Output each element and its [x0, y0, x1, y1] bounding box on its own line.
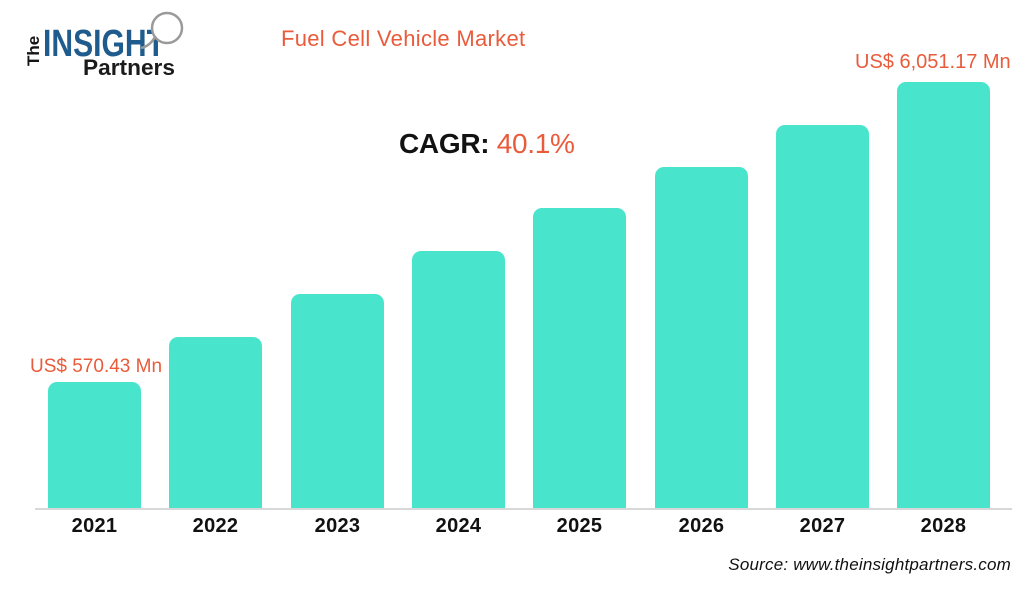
cagr-value: 40.1%: [496, 128, 575, 159]
bar-2021: [48, 382, 141, 510]
bar-2023: [291, 294, 384, 510]
logo-insight-text: INSIGHT: [43, 23, 165, 65]
x-axis-line: [35, 508, 1012, 510]
x-tick-2025: 2025: [556, 515, 603, 537]
bar-2028: [897, 82, 990, 510]
bar-2024: [412, 251, 505, 510]
bar-2022: [169, 337, 262, 510]
bar-2025: [533, 208, 626, 510]
x-tick-2027: 2027: [799, 515, 846, 537]
x-tick-2023: 2023: [314, 515, 361, 537]
logo-the-text: The: [24, 36, 43, 66]
last-bar-value-label: US$ 6,051.17 Mn: [855, 51, 1011, 73]
insight-partners-logo: The INSIGHT Partners: [22, 6, 192, 80]
x-tick-2026: 2026: [678, 515, 725, 537]
magnifier-icon: [140, 11, 184, 50]
chart-title: Fuel Cell Vehicle Market: [281, 26, 526, 51]
x-tick-2022: 2022: [192, 515, 239, 537]
cagr-annotation: CAGR: 40.1%: [399, 128, 575, 160]
insight-partners-logo-graphic: The INSIGHT Partners: [24, 11, 184, 80]
x-tick-2024: 2024: [435, 515, 482, 537]
bar-2026: [655, 167, 748, 510]
source-attribution: Source: www.theinsightpartners.com: [728, 555, 1011, 574]
cagr-label: CAGR:: [399, 128, 490, 159]
first-bar-value-label: US$ 570.43 Mn: [30, 356, 163, 377]
bar-2027: [776, 125, 869, 510]
x-tick-2021: 2021: [71, 515, 118, 537]
logo-partners-text: Partners: [83, 55, 175, 78]
x-tick-2028: 2028: [920, 515, 967, 537]
